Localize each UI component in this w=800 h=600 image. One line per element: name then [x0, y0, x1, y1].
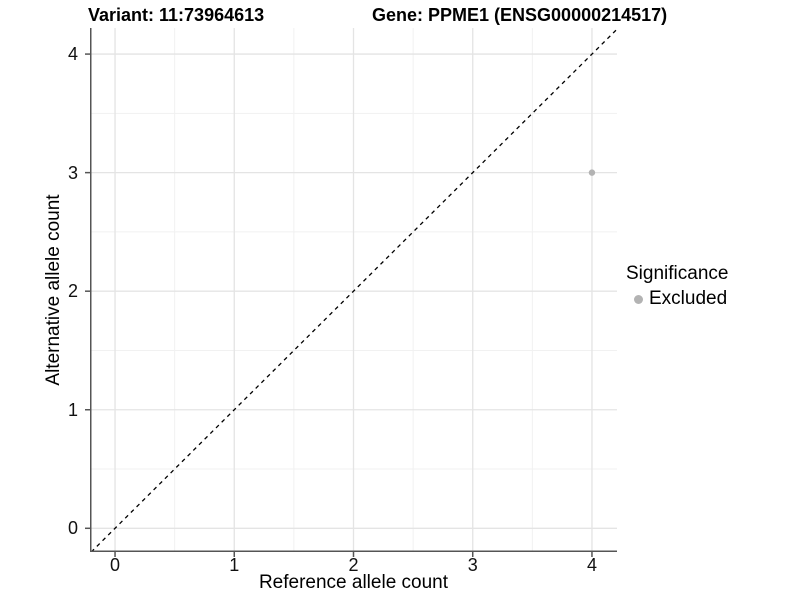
legend: Significance Excluded	[626, 262, 728, 310]
x-tick-label: 3	[467, 555, 478, 575]
y-tick-label: 2	[67, 281, 78, 302]
legend-title: Significance	[626, 263, 729, 284]
x-tick-label: 1	[229, 555, 240, 575]
x-tick-label: 2	[348, 555, 359, 575]
plot-panel	[85, 28, 617, 557]
identity-line	[90, 28, 617, 552]
y-axis-title: Alternative allele count	[43, 194, 64, 386]
x-tick-label: 0	[110, 555, 121, 575]
plot-canvas	[85, 28, 617, 557]
plot-title-variant: Variant: 11:73964613	[88, 5, 265, 25]
y-tick-label: 1	[67, 399, 78, 420]
y-tick-label: 0	[67, 518, 78, 539]
x-axis-title: Reference allele count	[258, 572, 449, 593]
data-point-excluded	[588, 169, 596, 176]
y-tick-label: 3	[67, 162, 78, 183]
x-tick-label: 4	[586, 555, 597, 575]
legend-item-excluded: Excluded	[626, 288, 728, 310]
legend-item-label: Excluded	[649, 288, 728, 309]
y-tick-label: 4	[67, 44, 78, 65]
legend-point-icon	[634, 294, 643, 304]
plot-title-gene: Gene: PPME1 (ENSG00000214517)	[372, 5, 668, 25]
